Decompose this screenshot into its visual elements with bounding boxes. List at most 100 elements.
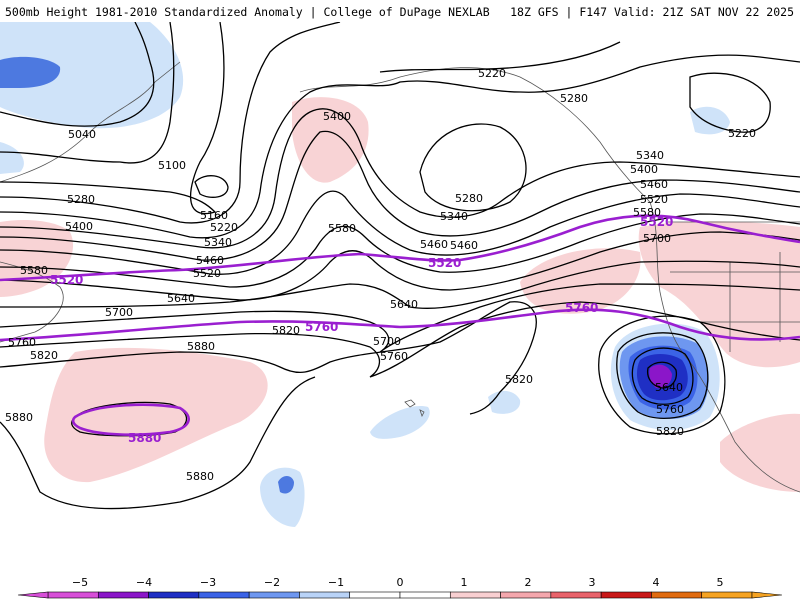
climo-5880-loop <box>71 403 190 436</box>
colorbar-segment <box>97 591 149 599</box>
contour-5280-main <box>0 54 800 239</box>
contour-5460-main <box>0 190 800 275</box>
positive-anomaly-aleutian-ridge <box>292 97 369 183</box>
contour-label: 5760 <box>380 350 408 363</box>
contour-label: 5580 <box>328 222 356 235</box>
climo-label: 5520 <box>640 215 673 229</box>
colorbar-segment <box>47 591 99 599</box>
contour-5880-south <box>0 376 316 510</box>
contour-5340-main <box>0 108 800 249</box>
colorbar-segment <box>399 591 451 599</box>
contour-label: 5340 <box>440 210 468 223</box>
contour-label: 5700 <box>643 232 671 245</box>
colorbar-segment <box>248 591 300 599</box>
colorbar-segment <box>449 591 501 599</box>
height-contours <box>0 22 800 510</box>
colorbar-tick-label: −4 <box>136 576 152 589</box>
state-borders <box>668 221 800 352</box>
hawaii-islands <box>404 399 425 418</box>
negative-anomaly-alaska-ne <box>690 106 730 135</box>
contour-5040 <box>0 22 155 127</box>
contour-label: 5460 <box>450 239 478 252</box>
contour-label: 5760 <box>8 336 36 349</box>
contour-5520-main <box>0 213 800 288</box>
contour-label: 5760 <box>656 403 684 416</box>
contour-5100 <box>0 22 175 164</box>
colorbar-tick-label: −5 <box>72 576 88 589</box>
colorbar-ticks: −5 −4 −3 −2 −1 0 1 2 3 4 5 <box>72 576 724 589</box>
negative-anomaly-south-small <box>260 467 305 527</box>
colorbar-segments <box>17 591 783 599</box>
anomaly-colorbar: −5 −4 −3 −2 −1 0 1 2 3 4 5 <box>17 576 783 599</box>
colorbar-tick-label: 3 <box>589 576 596 589</box>
contour-5820-loop <box>0 301 537 415</box>
negative-anomaly-south-core <box>278 476 294 494</box>
colorbar-segment <box>500 591 552 599</box>
colorbar-segment <box>550 591 602 599</box>
contour-label: 5220 <box>210 221 238 234</box>
contour-label: 5820 <box>272 324 300 337</box>
contour-label: 5700 <box>373 335 401 348</box>
colorbar-segment <box>600 591 652 599</box>
contour-5220-small <box>194 175 229 198</box>
contour-5400-main <box>0 130 800 261</box>
contour-cutoff-outer <box>598 315 726 435</box>
height-anomaly-map: 5220 5280 5220 5040 5100 5400 5340 5400 … <box>0 22 800 527</box>
contour-5160 <box>0 22 225 215</box>
contour-cutoff-mid <box>616 332 709 419</box>
positive-anomaly-west-us <box>638 221 800 368</box>
climatology-contours <box>0 214 800 436</box>
climo-label: 5520 <box>428 256 461 270</box>
colorbar-tick-label: 4 <box>653 576 660 589</box>
contour-label: 5820 <box>656 425 684 438</box>
height-contour-labels: 5220 5280 5220 5040 5100 5400 5340 5400 … <box>5 67 756 483</box>
colorbar-high-arrow <box>751 591 783 599</box>
contour-label: 5640 <box>390 298 418 311</box>
map-title: 500mb Height 1981-2010 Standardized Anom… <box>5 5 490 19</box>
climo-label: 5880 <box>128 431 161 445</box>
climo-5760-line <box>0 308 800 342</box>
colorbar-tick-label: 5 <box>717 576 724 589</box>
contour-label: 5340 <box>636 149 664 162</box>
negative-anomaly-hawaii-small <box>370 406 430 439</box>
climo-label: 5760 <box>565 301 598 315</box>
contour-label: 5280 <box>67 193 95 206</box>
contour-label: 5040 <box>68 128 96 141</box>
colorbar-segment <box>299 591 351 599</box>
contour-label: 5880 <box>5 411 33 424</box>
contour-label: 5820 <box>505 373 533 386</box>
colorbar-tick-label: 1 <box>461 576 468 589</box>
contour-label: 5220 <box>728 127 756 140</box>
colorbar-segment <box>198 591 250 599</box>
colorbar-segment <box>701 591 753 599</box>
climatology-labels: 5520 5520 5520 5760 5760 5880 <box>50 215 673 445</box>
contour-label: 5100 <box>158 159 186 172</box>
contour-5220-north <box>379 41 621 73</box>
contour-label: 5400 <box>630 163 658 176</box>
colorbar-tick-label: −3 <box>200 576 216 589</box>
colorbar-segment <box>148 591 200 599</box>
negative-anomaly-gulf <box>0 142 24 174</box>
contour-label: 5220 <box>478 67 506 80</box>
colorbar-tick-label: 0 <box>397 576 404 589</box>
contour-label: 5580 <box>633 206 661 219</box>
contour-label: 5160 <box>200 209 228 222</box>
contour-label: 5460 <box>420 238 448 251</box>
contour-label: 5580 <box>20 264 48 277</box>
contour-alaska-ne-loop <box>689 72 771 133</box>
negative-anomaly-bering-core <box>0 56 61 88</box>
climo-5520-line <box>0 214 800 282</box>
contour-label: 5400 <box>65 220 93 233</box>
colorbar-segment <box>651 591 703 599</box>
colorbar-tick-label: −1 <box>328 576 344 589</box>
contour-label: 5460 <box>640 178 668 191</box>
contour-label: 5520 <box>193 267 221 280</box>
contour-label: 5820 <box>30 349 58 362</box>
contour-5580-main <box>0 231 800 301</box>
contour-label: 5280 <box>560 92 588 105</box>
contour-5640-main <box>0 260 800 309</box>
cutoff-low-anomaly-center <box>649 364 672 389</box>
contour-cutoff-core <box>646 361 678 389</box>
contour-5280-low <box>419 123 527 212</box>
contour-label: 5460 <box>196 254 224 267</box>
